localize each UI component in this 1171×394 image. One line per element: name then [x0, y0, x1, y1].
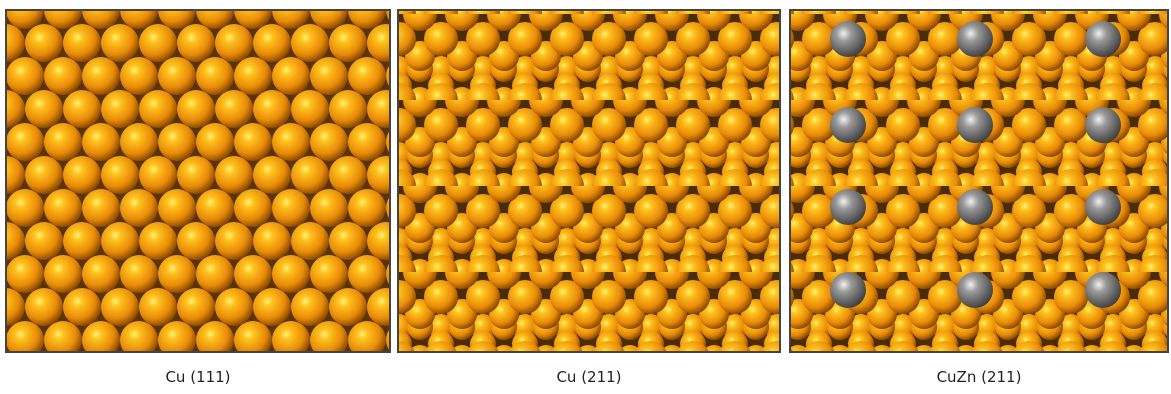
zn-atom: [957, 189, 993, 225]
panel-cu111: [6, 10, 390, 352]
zn-atom: [1085, 21, 1121, 57]
panel-label: Cu (211): [556, 368, 621, 386]
zn-atom: [957, 107, 993, 143]
zn-atom: [830, 272, 866, 308]
panel-cu211: [398, 10, 780, 352]
zn-atom: [830, 189, 866, 225]
panel-label: Cu (111): [165, 368, 230, 386]
surface-image: [6, 10, 390, 352]
figure: Cu (111) Cu (211) CuZn (211): [0, 0, 1171, 394]
zn-atom: [1085, 272, 1121, 308]
zn-atom: [830, 21, 866, 57]
panel-label: CuZn (211): [937, 368, 1022, 386]
zn-atom: [957, 272, 993, 308]
zn-atom: [1085, 189, 1121, 225]
zn-atom: [1085, 107, 1121, 143]
zn-atom: [957, 21, 993, 57]
zn-atom: [830, 107, 866, 143]
panel-cuzn211: [790, 10, 1168, 352]
surface-image: [398, 10, 780, 352]
